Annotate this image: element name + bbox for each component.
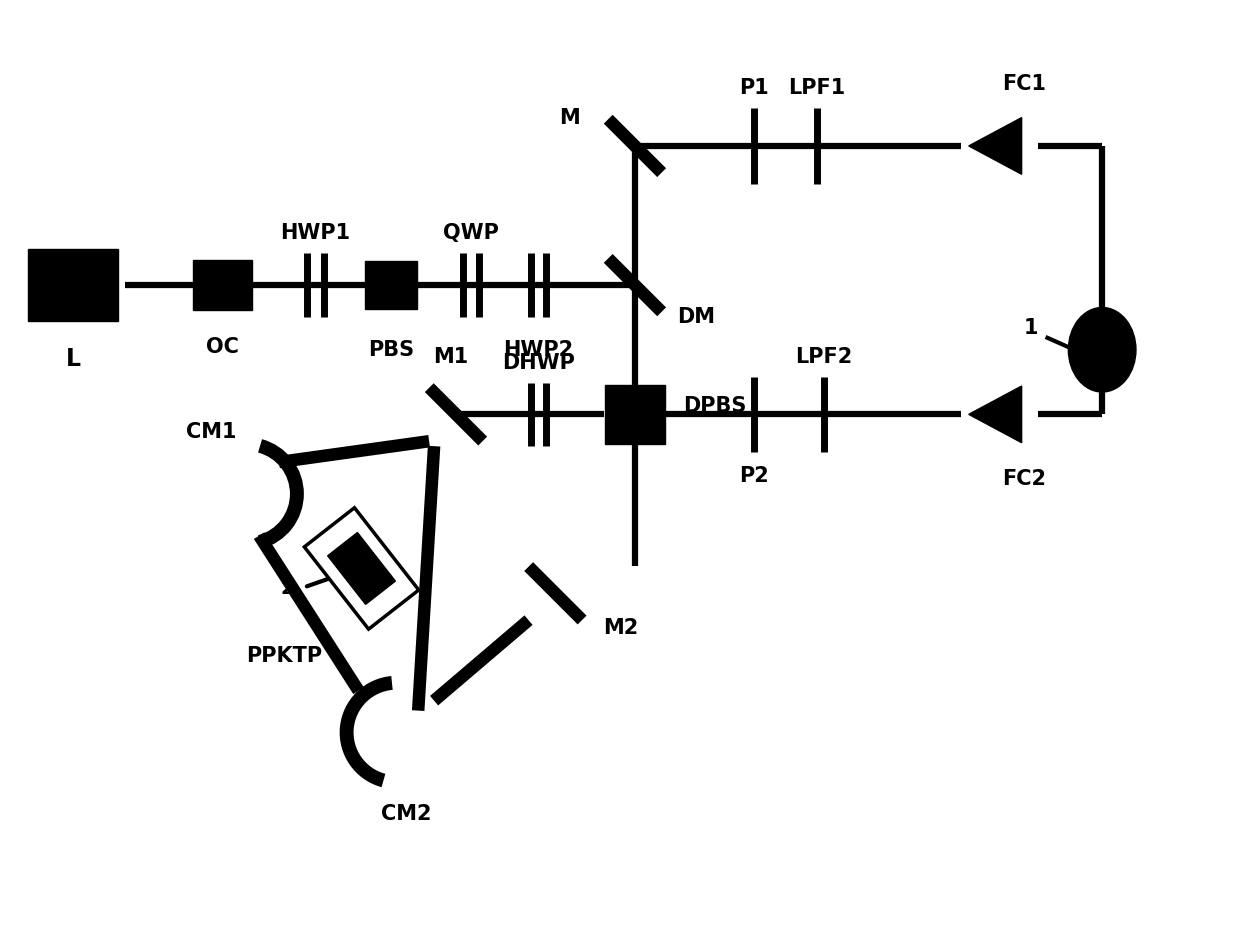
Text: DM: DM — [677, 307, 714, 327]
Polygon shape — [968, 118, 1022, 175]
Text: DPBS: DPBS — [683, 397, 746, 417]
Text: 1: 1 — [1023, 318, 1038, 338]
Ellipse shape — [1069, 307, 1136, 392]
Text: LPF2: LPF2 — [795, 346, 852, 366]
Text: OC: OC — [206, 337, 239, 357]
Text: 2: 2 — [280, 579, 294, 598]
Bar — [304, 508, 419, 629]
Text: HWP1: HWP1 — [280, 223, 351, 243]
Polygon shape — [968, 386, 1022, 442]
Bar — [366, 261, 417, 309]
Text: PPKTP: PPKTP — [246, 646, 322, 666]
Text: DHWP: DHWP — [502, 353, 575, 373]
Text: FC1: FC1 — [1003, 74, 1047, 94]
Text: P2: P2 — [739, 466, 769, 486]
Text: LPF1: LPF1 — [789, 78, 846, 98]
Text: L: L — [66, 346, 81, 371]
Text: CM1: CM1 — [186, 422, 236, 442]
Text: HWP2: HWP2 — [503, 340, 574, 360]
Text: FC2: FC2 — [1003, 469, 1047, 489]
Bar — [192, 260, 252, 310]
Text: M: M — [559, 108, 580, 128]
Text: P1: P1 — [739, 78, 769, 98]
Text: M2: M2 — [603, 618, 639, 638]
Text: PBS: PBS — [368, 340, 414, 360]
Text: CM2: CM2 — [381, 804, 432, 824]
Text: M1: M1 — [433, 346, 469, 366]
Bar — [605, 384, 665, 444]
Text: QWP: QWP — [443, 223, 498, 243]
Bar — [327, 532, 396, 605]
Bar — [29, 250, 118, 321]
